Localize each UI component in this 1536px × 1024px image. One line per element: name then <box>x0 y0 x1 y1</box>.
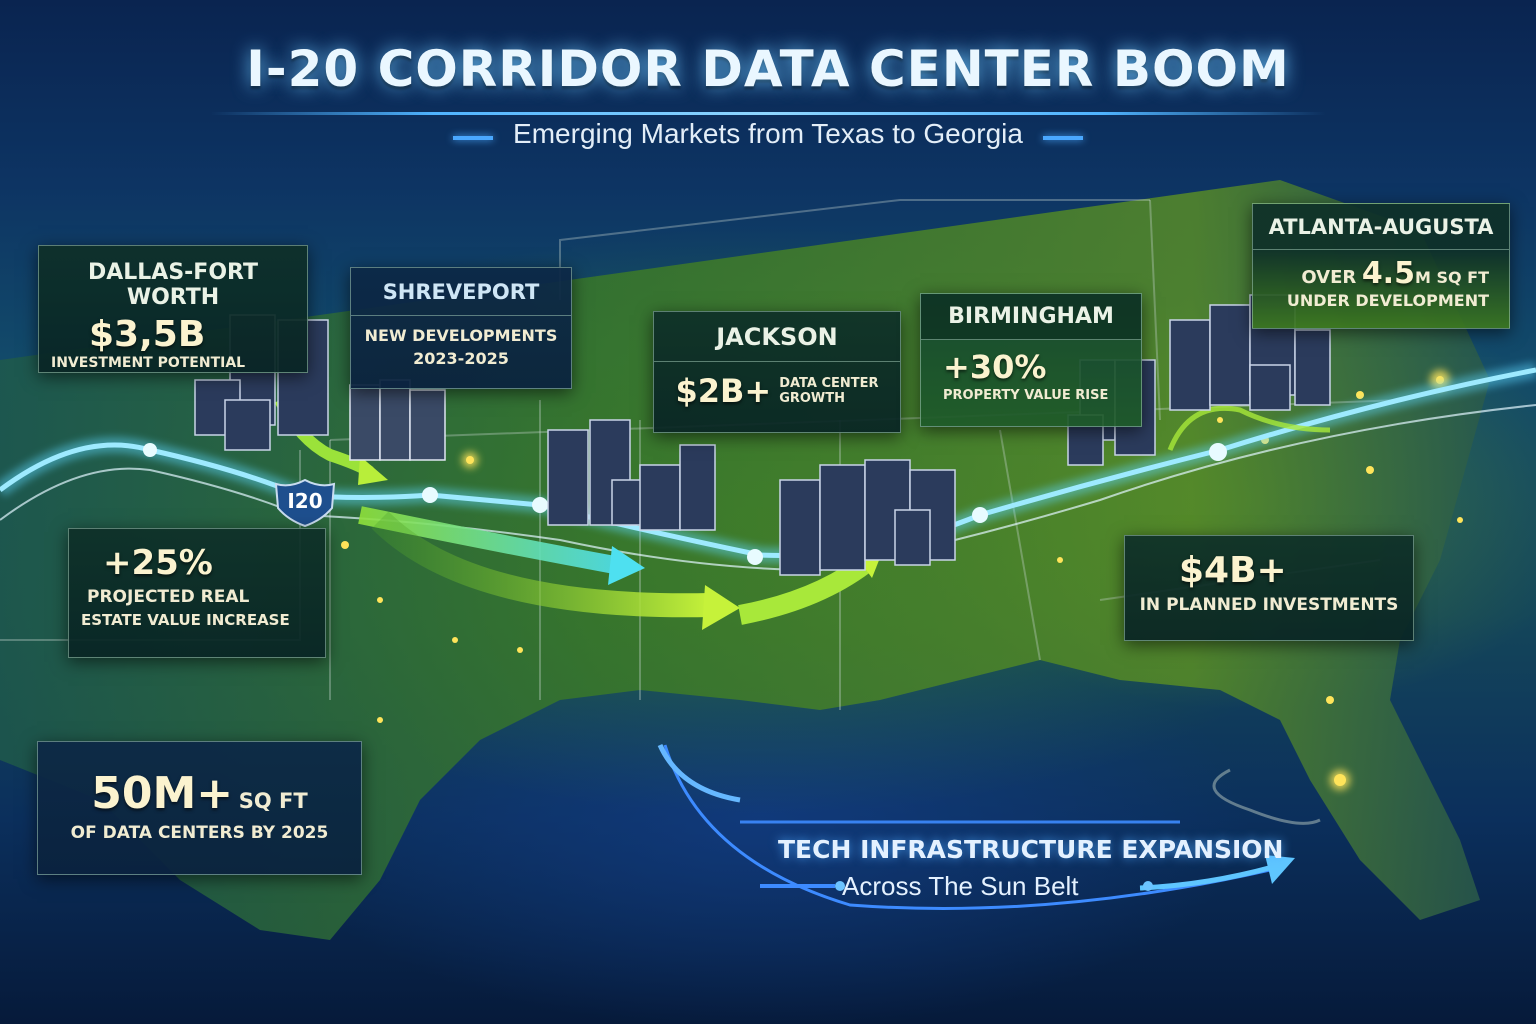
page-subtitle: Emerging Markets from Texas to Georgia <box>453 118 1083 150</box>
market-card-atlanta-augusta: ATLANTA-AUGUSTA OVER 4.5M SQ FT UNDER DE… <box>1252 203 1510 329</box>
market-unit: M SQ FT <box>1414 268 1489 287</box>
market-card-dallas-fort-worth: DALLAS-FORT WORTH $3,5B INVESTMENT POTEN… <box>38 245 308 373</box>
market-card-birmingham: BIRMINGHAM +30% PROPERTY VALUE RISE <box>920 293 1142 427</box>
stat-card-total-sqft: 50M+ SQ FT OF DATA CENTERS BY 2025 <box>37 741 362 875</box>
market-name: SHREVEPORT <box>351 268 571 316</box>
data-center-buildings-jackson <box>547 419 716 531</box>
title-divider <box>210 112 1326 115</box>
stat-card-real-estate: +25% PROJECTED REAL ESTATE VALUE INCREAS… <box>68 528 326 658</box>
stat-value: +25% <box>103 543 213 583</box>
market-value: 4.5 <box>1361 256 1415 291</box>
data-center-buildings-shreveport <box>349 379 446 461</box>
market-value: $2B+ <box>675 372 772 410</box>
market-caption-line1: DATA CENTER <box>779 376 879 391</box>
stat-caption-line2: ESTATE VALUE INCREASE <box>81 611 290 629</box>
stat-caption: IN PLANNED INVESTMENTS <box>1139 595 1399 615</box>
market-card-shreveport: SHREVEPORT NEW DEVELOPMENTS 2023-2025 <box>350 267 572 389</box>
market-card-jackson: JACKSON $2B+ DATA CENTER GROWTH <box>653 311 901 433</box>
footer-arrowhead-icon <box>1265 855 1295 884</box>
market-prefix: OVER <box>1301 267 1357 288</box>
interstate-label: I20 <box>287 489 323 513</box>
data-center-buildings-central <box>779 459 956 576</box>
market-caption: UNDER DEVELOPMENT <box>1286 291 1489 310</box>
market-caption-line1: NEW DEVELOPMENTS <box>364 326 558 345</box>
market-caption-line2: 2023-2025 <box>413 349 509 368</box>
market-caption-line2: GROWTH <box>779 391 846 406</box>
stat-value: $4B+ <box>1179 550 1287 591</box>
stat-card-planned-investments: $4B+ IN PLANNED INVESTMENTS <box>1124 535 1414 641</box>
market-caption: PROPERTY VALUE RISE <box>943 388 1109 403</box>
market-name: ATLANTA-AUGUSTA <box>1253 204 1509 250</box>
footer-subtitle: Across The Sun Belt <box>842 871 1079 901</box>
market-name: JACKSON <box>654 312 900 362</box>
growth-arrow-5 <box>1167 405 1331 451</box>
market-name: BIRMINGHAM <box>921 294 1141 340</box>
footer-arc-arrow <box>663 744 1271 910</box>
market-name: DALLAS-FORT WORTH <box>87 260 259 310</box>
growth-arrow-3 <box>371 511 711 618</box>
market-caption: INVESTMENT POTENTIAL <box>51 355 246 371</box>
market-value: $3,5B <box>89 314 206 355</box>
stat-caption-line1: PROJECTED REAL <box>87 587 250 607</box>
stat-value: 50M+ <box>91 768 234 819</box>
page-title: I-20 CORRIDOR DATA CENTER BOOM <box>246 40 1290 98</box>
interstate-shield-icon: I20 <box>272 478 338 528</box>
footer-title: TECH INFRASTRUCTURE EXPANSION <box>778 835 1284 864</box>
stat-caption: OF DATA CENTERS BY 2025 <box>70 823 329 843</box>
market-value: +30% <box>943 348 1047 386</box>
stat-unit: SQ FT <box>238 789 308 813</box>
